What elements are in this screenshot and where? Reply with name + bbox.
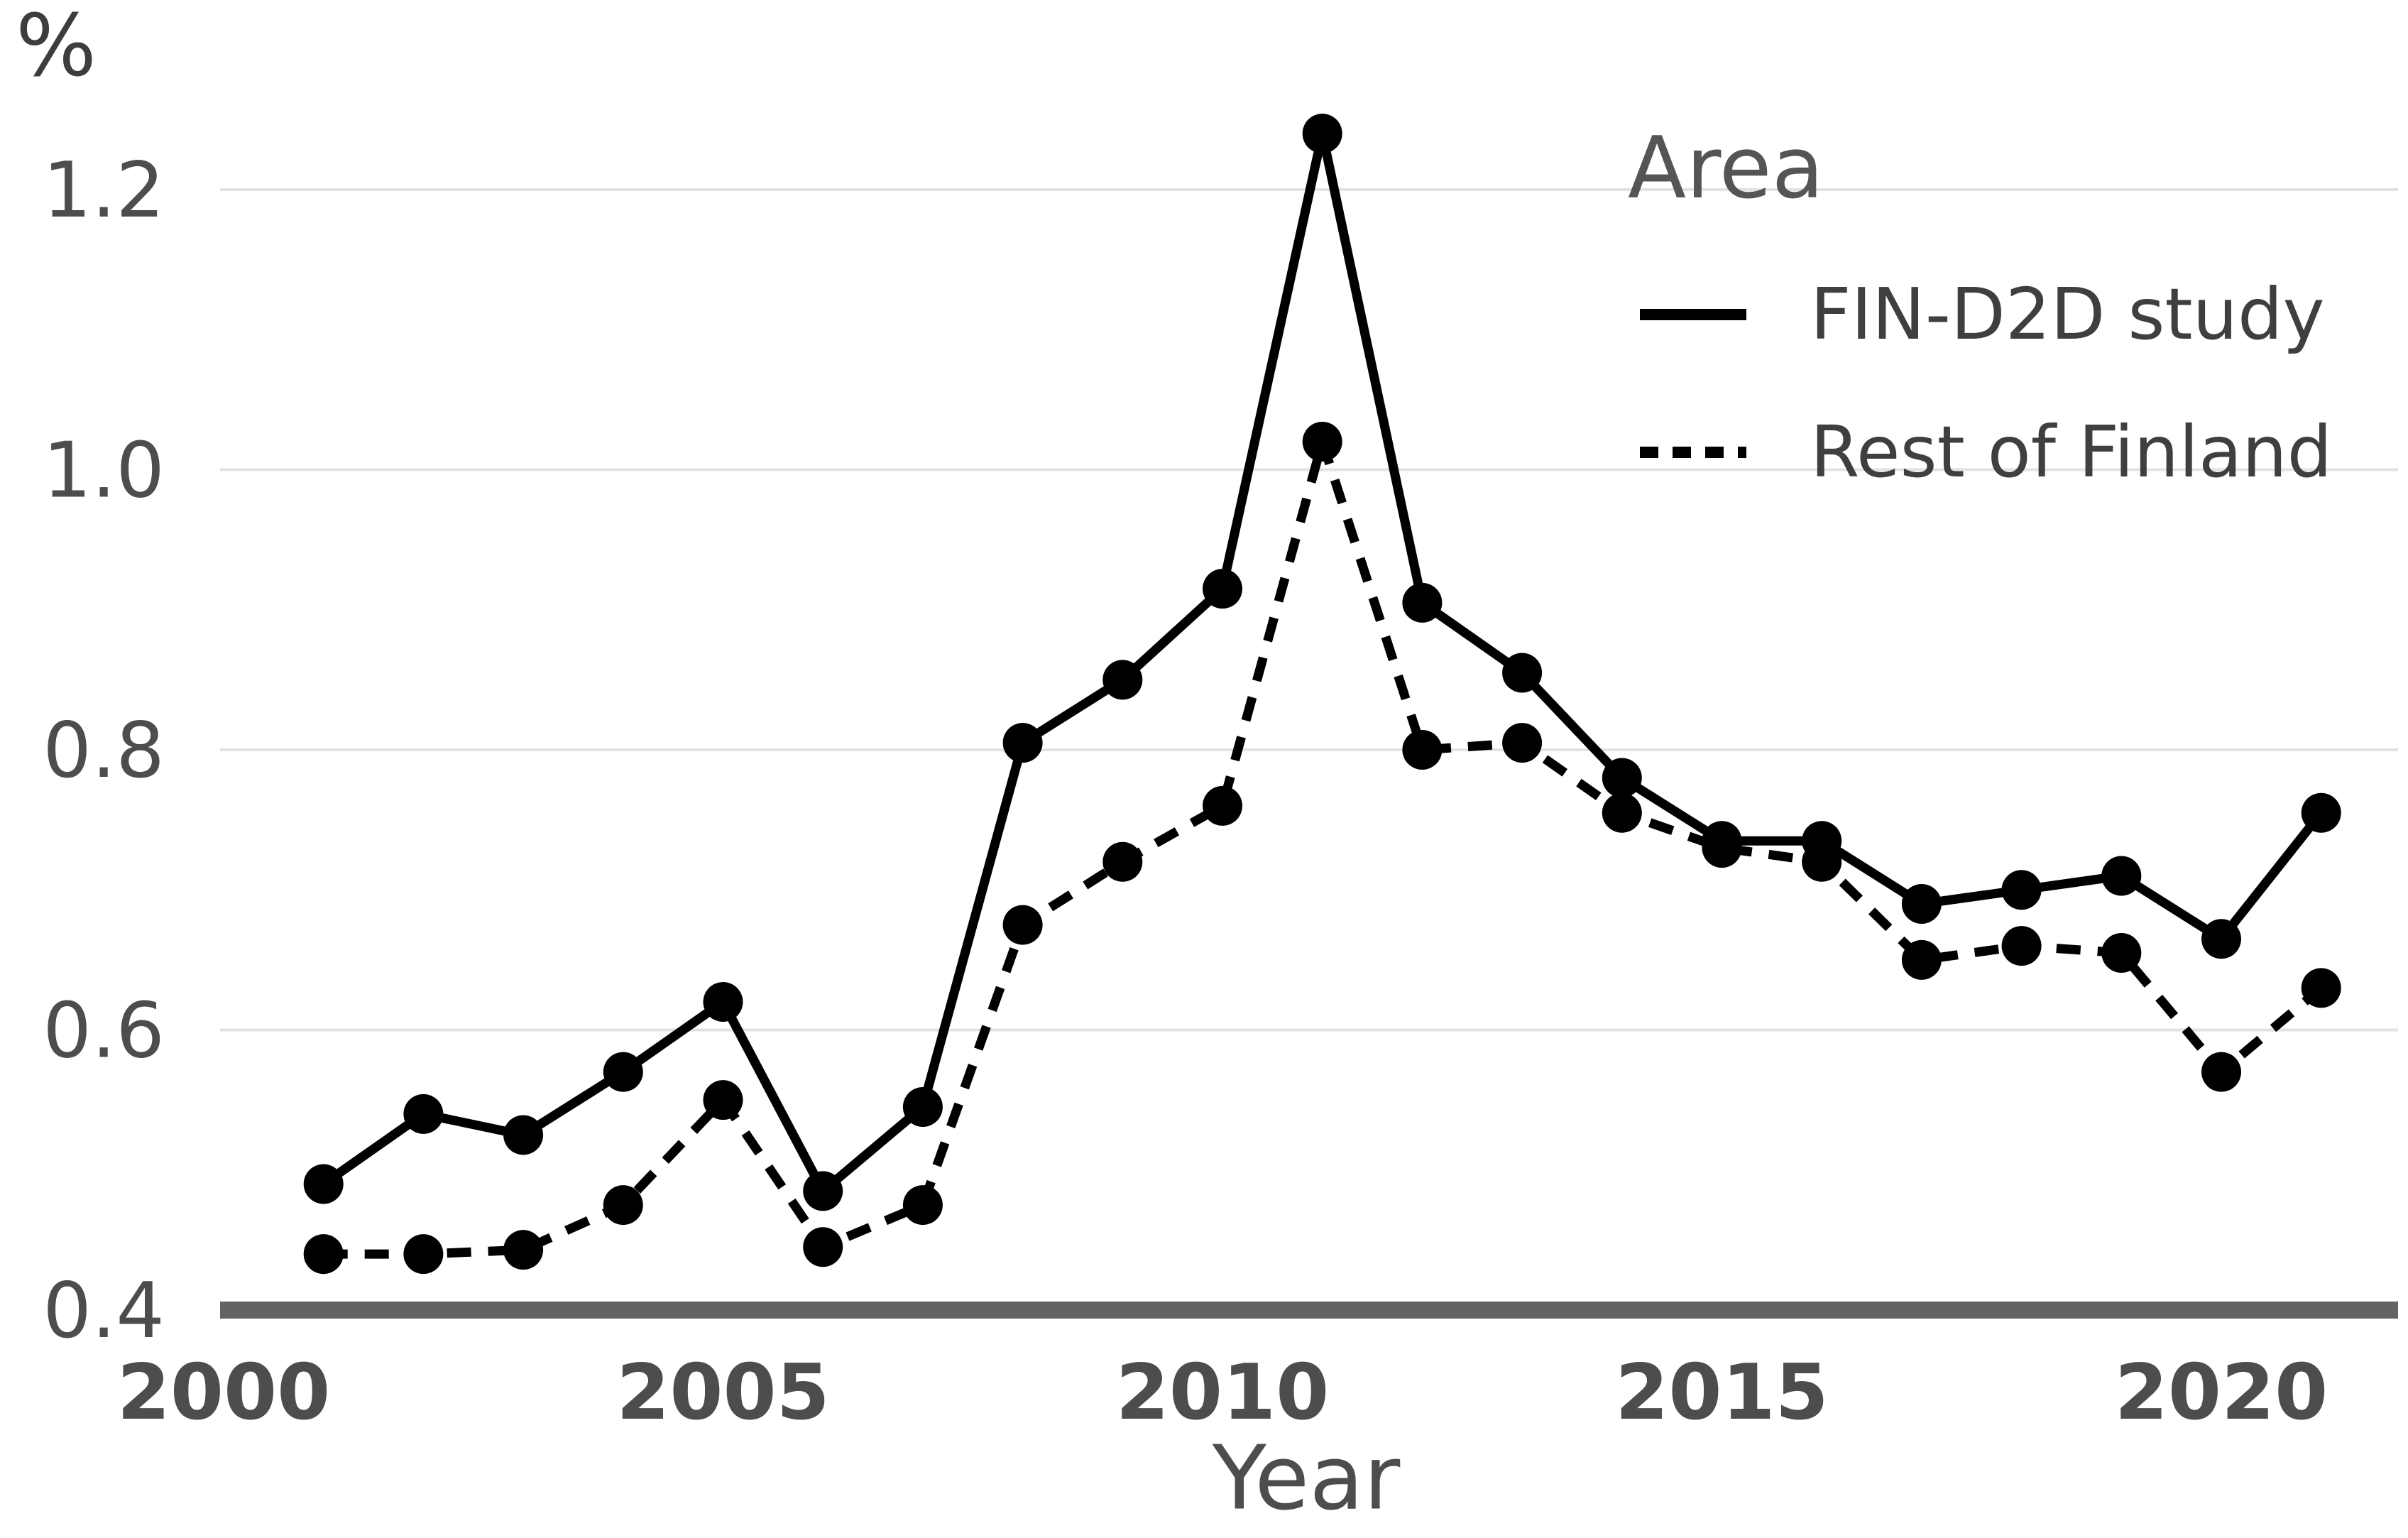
y-tick-label: 0.6 <box>43 987 165 1076</box>
data-point-marker <box>1102 841 1143 882</box>
data-point-marker <box>1302 114 1342 154</box>
data-point-marker <box>303 1234 344 1275</box>
data-point-marker <box>1402 582 1443 623</box>
x-tick-label: 2015 <box>1615 1348 1829 1437</box>
data-point-marker <box>2001 926 2042 966</box>
data-point-marker <box>1203 569 1242 609</box>
data-point-marker <box>1002 905 1043 945</box>
x-axis-title: Year <box>1212 1427 1401 1530</box>
data-point-marker <box>1602 792 1642 833</box>
y-tick-label: 0.4 <box>43 1267 165 1356</box>
x-tick-label: 2000 <box>117 1348 331 1437</box>
data-point-marker <box>603 1052 643 1092</box>
data-point-marker <box>1901 939 1942 980</box>
series-line-dashed <box>323 425 2324 1259</box>
x-tick-label: 2020 <box>2115 1348 2328 1437</box>
data-point-marker <box>1502 653 1543 693</box>
y-tick-label: 0.8 <box>43 707 165 795</box>
y-tick-label: 1.0 <box>43 427 165 516</box>
data-point-marker <box>1102 660 1143 700</box>
y-axis-title: % <box>16 0 97 96</box>
data-point-marker <box>902 1185 943 1226</box>
data-point-marker <box>1602 758 1642 798</box>
data-point-marker <box>2201 919 2241 959</box>
data-point-marker <box>703 982 743 1022</box>
x-tick-label: 2010 <box>1116 1348 1330 1437</box>
x-tick-label: 2005 <box>616 1348 830 1437</box>
data-point-marker <box>403 1093 444 1134</box>
data-point-marker <box>1702 828 1742 868</box>
series-line-solid <box>320 132 2325 1199</box>
data-point-marker <box>1502 723 1543 763</box>
data-point-marker <box>703 1080 743 1120</box>
data-point-marker <box>2001 870 2042 910</box>
data-point-marker <box>2101 933 2142 973</box>
data-point-marker <box>1203 785 1242 826</box>
data-point-marker <box>2201 1052 2241 1092</box>
data-point-marker <box>1302 422 1342 462</box>
data-point-marker <box>603 1185 643 1226</box>
data-point-marker <box>803 1171 843 1211</box>
data-point-marker <box>403 1234 444 1275</box>
data-point-marker <box>1002 723 1043 763</box>
data-point-marker <box>2301 792 2341 833</box>
data-point-marker <box>503 1115 544 1155</box>
data-point-marker <box>2301 968 2341 1008</box>
data-point-marker <box>1901 883 1942 924</box>
data-point-marker <box>503 1230 544 1270</box>
data-point-marker <box>803 1227 843 1267</box>
data-point-marker <box>303 1164 344 1204</box>
y-tick-label: 1.2 <box>43 146 165 235</box>
data-point-marker <box>2101 856 2142 896</box>
data-point-marker <box>902 1086 943 1127</box>
data-point-marker <box>1402 730 1443 770</box>
data-point-marker <box>1802 841 1842 882</box>
